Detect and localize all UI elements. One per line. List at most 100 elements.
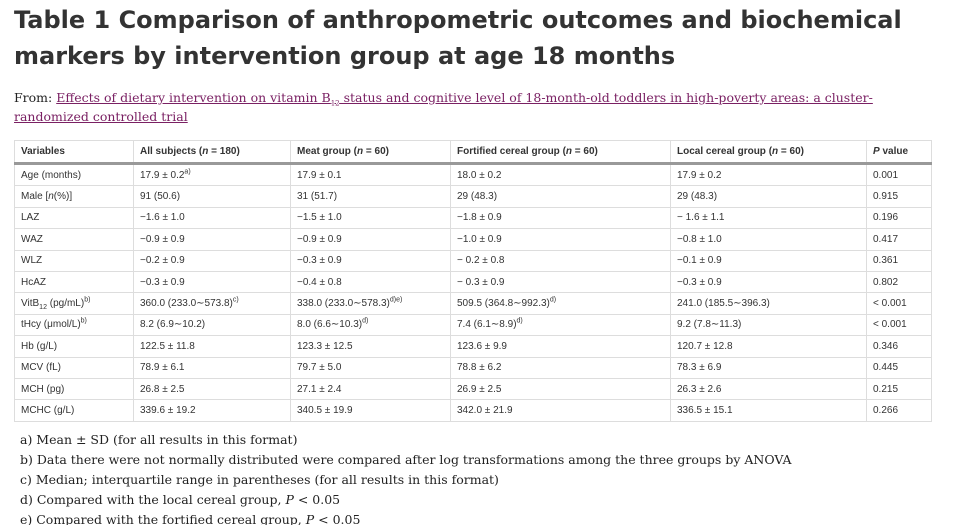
- table-cell: 31 (51.7): [290, 185, 451, 208]
- table-cell: −0.1 ± 0.9: [670, 250, 867, 272]
- text-segment: Effects of dietary intervention on vitam…: [56, 90, 331, 105]
- text-segment: (%)]: [53, 191, 73, 203]
- italic-text: n: [357, 146, 364, 157]
- table-cell: 26.9 ± 2.5: [450, 378, 671, 401]
- table-cell: 18.0 ± 0.2: [450, 163, 671, 187]
- table-row: LAZ −1.6 ± 1.0 −1.5 ± 1.0 −1.8 ± 0.9− 1.6 ±…: [14, 207, 932, 230]
- table-cell: 360.0 (233.0∼573.8)c): [133, 292, 291, 315]
- table-cell: VitB12 (pg/mL)b): [14, 292, 134, 315]
- table-cell: 91 (50.6): [133, 185, 291, 208]
- table-cell: 0.802: [866, 271, 932, 294]
- table-cell: −0.8 ± 1.0: [670, 228, 867, 251]
- text-segment: VitB: [21, 298, 40, 310]
- table-row: MCH (pg) 26.8 ± 2.5 27.1 ± 2.4 26.9 ± 2.5 26…: [14, 378, 932, 401]
- italic-text: P: [285, 492, 294, 507]
- text-segment: value: [879, 146, 909, 157]
- table-cell: 78.9 ± 6.1: [133, 357, 291, 379]
- footnote: c) Median; interquartile range in parent…: [20, 472, 499, 487]
- text-segment: (pg/mL): [46, 298, 85, 310]
- text-segment: = 180): [208, 146, 240, 157]
- table-cell: 241.0 (185.5∼396.3): [670, 292, 867, 315]
- text-segment: Male [: [21, 191, 49, 203]
- table-cell: −1.5 ± 1.0: [290, 207, 451, 230]
- table-cell: − 1.6 ± 1.1: [670, 207, 867, 230]
- subscript: 12: [330, 99, 340, 108]
- table-cell: −0.9 ± 0.9: [290, 228, 451, 251]
- text-segment: = 60): [363, 146, 389, 157]
- italic-text: n: [202, 146, 209, 157]
- table-row: Male [n(%)] 91 (50.6) 31 (51.7) 29 (48.3) 29…: [14, 185, 932, 208]
- table-cell: tHcy (μmol/L)b): [14, 314, 134, 337]
- table-cell: −0.9 ± 0.9: [133, 228, 291, 251]
- table-cell: 342.0 ± 21.9: [450, 399, 671, 422]
- table-cell: 0.361: [866, 250, 932, 272]
- table-row: WLZ −0.2 ± 0.9 −0.3 ± 0.9− 0.2 ± 0.8 −0.1 ±…: [14, 250, 932, 272]
- superscript: d): [549, 296, 557, 304]
- table-cell: 340.5 ± 19.9: [290, 399, 451, 422]
- superscript: c): [232, 296, 239, 304]
- text-segment: e) Compared with the fortified cereal gr…: [20, 512, 306, 525]
- table-cell: 17.9 ± 0.2a): [133, 163, 291, 187]
- text-segment: 7.4 (6.1∼8.9): [457, 319, 517, 331]
- column-header: All subjects (n = 180): [133, 140, 291, 165]
- table-cell: 120.7 ± 12.8: [670, 335, 867, 358]
- article-link[interactable]: Effects of dietary intervention on vitam…: [14, 90, 873, 124]
- superscript: d)e): [389, 296, 403, 304]
- data-table: Variables All subjects (n = 180) Meat grou…: [14, 140, 932, 422]
- table-cell: Male [n(%)]: [14, 185, 134, 208]
- table-cell: 17.9 ± 0.2: [670, 163, 867, 187]
- subscript: 12: [39, 304, 47, 312]
- source: From: Effects of dietary intervention on…: [14, 88, 914, 126]
- table-cell: −0.3 ± 0.9: [670, 271, 867, 294]
- text-segment: tHcy (μmol/L): [21, 319, 81, 331]
- column-header: Fortified cereal group (n = 60): [450, 140, 671, 165]
- table-cell: −1.6 ± 1.0: [133, 207, 291, 230]
- italic-text: n: [565, 146, 573, 157]
- table-row: tHcy (μmol/L)b) 8.2 (6.9∼10.2) 8.0 (6.6∼10…: [14, 314, 932, 337]
- table-cell: − 0.2 ± 0.8: [450, 250, 671, 272]
- text-segment: d) Compared with the local cereal group,: [20, 492, 286, 507]
- table-cell: 122.5 ± 11.8: [133, 335, 291, 358]
- table-cell: Hb (g/L): [14, 335, 134, 358]
- table-cell: 123.3 ± 12.5: [290, 335, 451, 358]
- table-cell: 123.6 ± 9.9: [450, 335, 671, 358]
- superscript: b): [84, 296, 91, 304]
- header-row: Variables All subjects (n = 180) Meat grou…: [14, 140, 932, 165]
- italic-text: n: [48, 191, 54, 203]
- text-segment: 8.0 (6.6∼10.3): [297, 319, 363, 331]
- text-segment: status and cognitive level of 18-month-o…: [14, 90, 873, 124]
- superscript: b): [80, 318, 87, 326]
- table-cell: MCV (fL): [14, 357, 134, 379]
- italic-text: P: [873, 146, 880, 157]
- table-row: Hb (g/L) 122.5 ± 11.8 123.3 ± 12.5 123.6 ± …: [14, 335, 932, 358]
- table-cell: 8.2 (6.9∼10.2): [133, 314, 291, 337]
- table-cell: 338.0 (233.0∼578.3)d)e): [290, 292, 451, 315]
- table-row: Age (months) 17.9 ± 0.2a) 17.9 ± 0.1 18.0 ±…: [14, 163, 932, 187]
- text-segment: Fortified cereal group (: [457, 146, 566, 157]
- column-header: Local cereal group (n = 60): [670, 140, 867, 165]
- column-header: Variables: [14, 140, 134, 165]
- table-cell: 9.2 (7.8∼11.3): [670, 314, 867, 337]
- table-body: Age (months) 17.9 ± 0.2a) 17.9 ± 0.1 18.0 ±…: [14, 163, 932, 422]
- table-cell: < 0.001: [866, 292, 932, 315]
- table-cell: 0.346: [866, 335, 932, 358]
- table-cell: −1.8 ± 0.9: [450, 207, 671, 230]
- table-cell: MCHC (g/L): [14, 399, 134, 422]
- table-cell: HcAZ: [14, 271, 134, 294]
- text-segment: = 60): [778, 146, 804, 157]
- table-row: WAZ −0.9 ± 0.9 −0.9 ± 0.9 −1.0 ± 0.9 −0.8 ± …: [14, 228, 932, 251]
- footnote: e) Compared with the fortified cereal gr…: [20, 510, 792, 525]
- table-cell: 29 (48.3): [670, 185, 867, 208]
- superscript: a): [184, 168, 191, 176]
- table-cell: 0.215: [866, 378, 932, 401]
- column-header: P value: [866, 140, 932, 165]
- italic-text: n: [772, 146, 779, 157]
- table-cell: 509.5 (364.8∼992.3)d): [450, 292, 671, 315]
- text-segment: Meat group (: [297, 146, 357, 157]
- table-cell: 0.445: [866, 357, 932, 379]
- table-row: VitB12 (pg/mL)b) 360.0 (233.0∼573.8)c) 338…: [14, 292, 932, 315]
- table-cell: −0.3 ± 0.9: [290, 250, 451, 272]
- footnote: b) Data there were not normally distribu…: [20, 452, 792, 467]
- table-cell: 0.001: [866, 163, 932, 187]
